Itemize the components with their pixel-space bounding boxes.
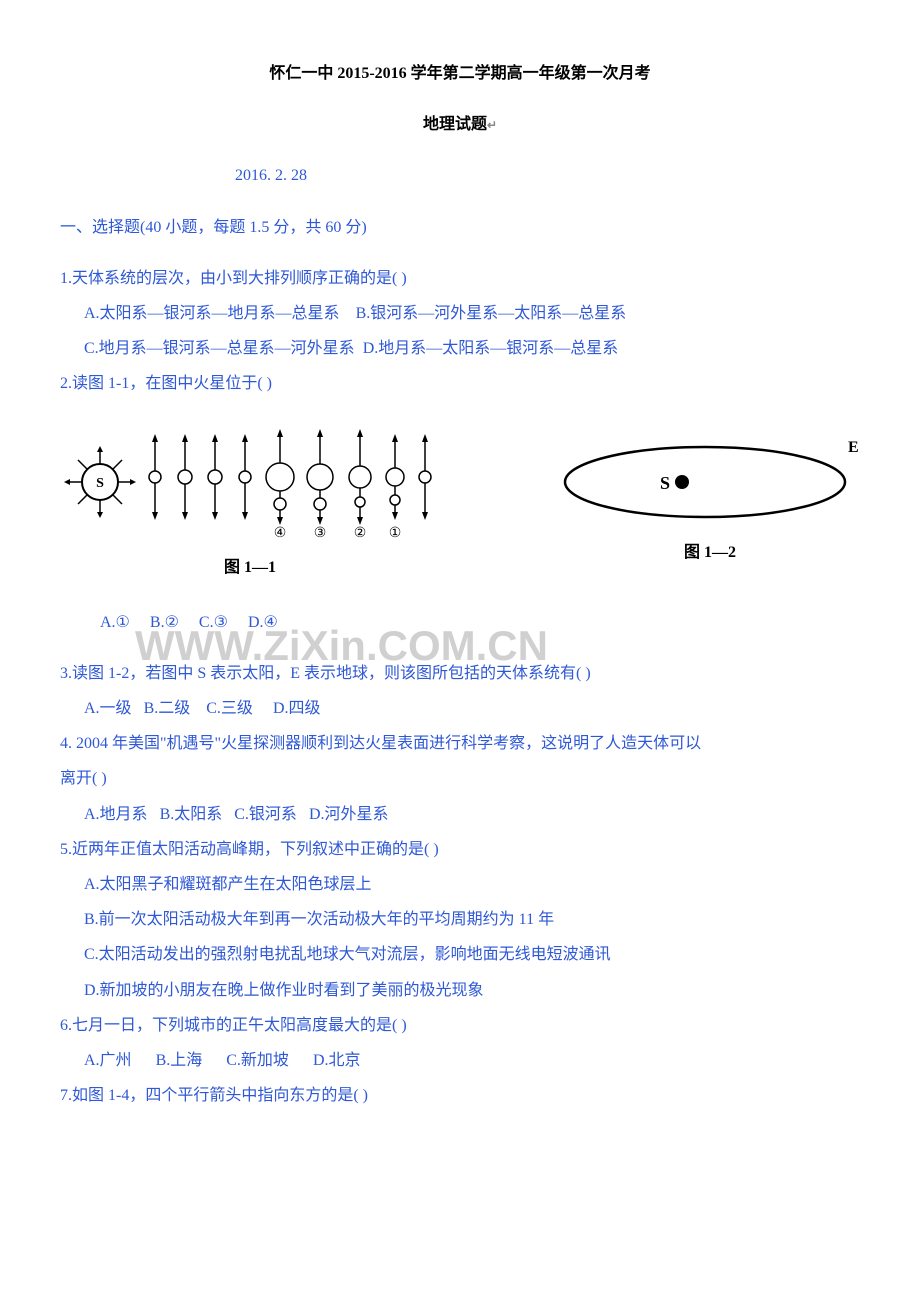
q6-opt-d: D.北京	[313, 1052, 361, 1069]
q3-opt-c: C.三级	[206, 700, 253, 717]
q4-options: A.地月系 B.太阳系 C.银河系 D.河外星系	[60, 797, 860, 832]
q5-opt-b: B.前一次太阳活动极大年到再一次活动极大年的平均周期约为 11 年	[60, 902, 860, 937]
q1-options-line2: C.地月系—银河系—总星系—河外星系 D.地月系—太阳系—银河系—总星系	[60, 331, 860, 366]
fig2-e-label: E	[848, 439, 859, 456]
question-2: 2.读图 1-1，在图中火星位于( )	[60, 366, 860, 401]
fig2-s-label: S	[660, 473, 670, 493]
question-7: 7.如图 1-4，四个平行箭头中指向东方的是( )	[60, 1078, 860, 1113]
figure-1-2-label: 图 1—2	[560, 535, 860, 570]
fig1-label-1: ①	[389, 526, 402, 541]
q6-opt-a: A.广州	[84, 1052, 132, 1069]
figures-row: S	[60, 422, 860, 585]
q3-opt-d: D.四级	[273, 700, 321, 717]
q5-opt-d: D.新加坡的小朋友在晚上做作业时看到了美丽的极光现象	[60, 973, 860, 1008]
exam-date: 2016. 2. 28	[60, 158, 860, 193]
exam-subject: 地理试题	[60, 107, 860, 142]
q1-opt-b: B.银河系—河外星系—太阳系—总星系	[356, 305, 627, 322]
q1-opt-a: A.太阳系—银河系—地月系—总星系	[84, 305, 340, 322]
question-5: 5.近两年正值太阳活动高峰期，下列叙述中正确的是( )	[60, 832, 860, 867]
question-3: 3.读图 1-2，若图中 S 表示太阳，E 表示地球，则该图所包括的天体系统有(…	[60, 656, 860, 691]
svg-text:S: S	[96, 476, 104, 491]
q2-options: A.① B.② C.③ D.④	[60, 605, 860, 640]
q1-opt-d: D.地月系—太阳系—银河系—总星系	[363, 340, 619, 357]
question-6: 6.七月一日，下列城市的正午太阳高度最大的是( )	[60, 1008, 860, 1043]
exam-title: 怀仁一中 2015-2016 学年第二学期高一年级第一次月考	[60, 56, 860, 91]
figure-1-1: S	[60, 422, 440, 585]
q1-opt-c: C.地月系—银河系—总星系—河外星系	[84, 340, 355, 357]
q1-options-line1: A.太阳系—银河系—地月系—总星系 B.银河系—河外星系—太阳系—总星系	[60, 296, 860, 331]
q2-opt-b: B.②	[150, 614, 179, 631]
fig1-label-2: ②	[354, 526, 367, 541]
q5-opt-a: A.太阳黑子和耀斑都产生在太阳色球层上	[60, 867, 860, 902]
q4-opt-d: D.河外星系	[309, 806, 389, 823]
q6-opt-c: C.新加坡	[226, 1052, 289, 1069]
question-4-line1: 4. 2004 年美国"机遇号"火星探测器顺利到达火星表面进行科学考察，这说明了…	[60, 726, 860, 761]
q3-opt-b: B.二级	[144, 700, 191, 717]
q3-opt-a: A.一级	[84, 700, 132, 717]
q2-opt-c: C.③	[199, 614, 228, 631]
fig1-label-3: ③	[314, 526, 327, 541]
question-1: 1.天体系统的层次，由小到大排列顺序正确的是( )	[60, 261, 860, 296]
figure-1-2: S E 图 1—2	[560, 437, 860, 570]
q6-opt-b: B.上海	[156, 1052, 203, 1069]
figure-1-2-svg: S E	[560, 437, 860, 527]
q5-opt-c: C.太阳活动发出的强烈射电扰乱地球大气对流层，影响地面无线电短波通讯	[60, 937, 860, 972]
q6-options: A.广州 B.上海 C.新加坡 D.北京	[60, 1043, 860, 1078]
figure-1-1-label: 图 1—1	[60, 550, 440, 585]
fig1-label-4: ④	[274, 526, 287, 541]
figure-1-1-svg: S	[60, 422, 440, 542]
q2-opt-a: A.①	[100, 614, 130, 631]
section-header: 一、选择题(40 小题，每题 1.5 分，共 60 分)	[60, 210, 860, 245]
q2-opt-d: D.④	[248, 614, 278, 631]
question-4-line2: 离开( )	[60, 761, 860, 796]
q4-opt-a: A.地月系	[84, 806, 148, 823]
q4-opt-b: B.太阳系	[160, 806, 223, 823]
q3-options: A.一级 B.二级 C.三级 D.四级	[60, 691, 860, 726]
q4-opt-c: C.银河系	[234, 806, 297, 823]
